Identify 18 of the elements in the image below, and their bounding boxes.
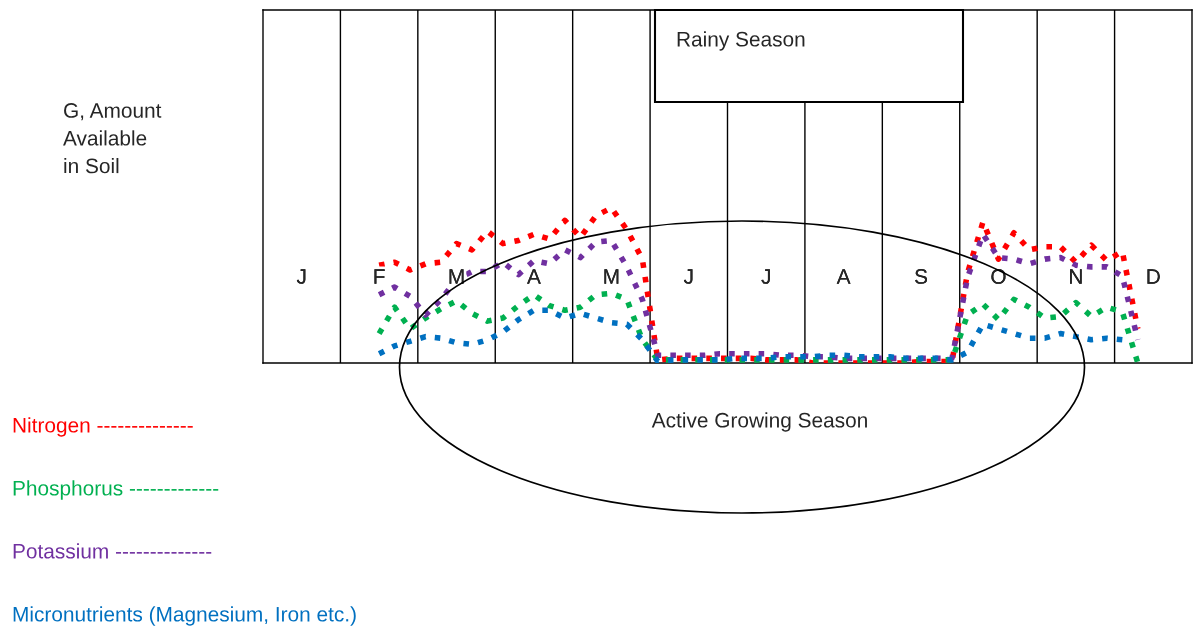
x-tick-label: D [1147, 269, 1160, 284]
x-tick-label: J [683, 269, 693, 284]
x-tick-label: N [1070, 269, 1082, 284]
text: Phosphorus ------------- [13, 480, 219, 500]
text: Micronutrients (Magnesium, Iron etc.) [13, 606, 356, 626]
x-tick-label: F [374, 269, 385, 284]
x-tick-label: M [449, 269, 464, 284]
text: Active Growing Season [651, 412, 867, 432]
text: Nitrogen -------------- [13, 417, 193, 437]
x-tick-label: J [296, 269, 306, 284]
text: G, Amount Available in Soil [63, 103, 162, 174]
x-tick-label: M [604, 269, 619, 284]
x-tick-label: S [915, 269, 928, 284]
x-tick-label: A [836, 269, 851, 284]
x-tick-label: A [527, 269, 541, 284]
text: Rainy Season [677, 31, 805, 51]
x-tick-label: J [761, 269, 770, 284]
text: Potassium -------------- [13, 543, 212, 559]
